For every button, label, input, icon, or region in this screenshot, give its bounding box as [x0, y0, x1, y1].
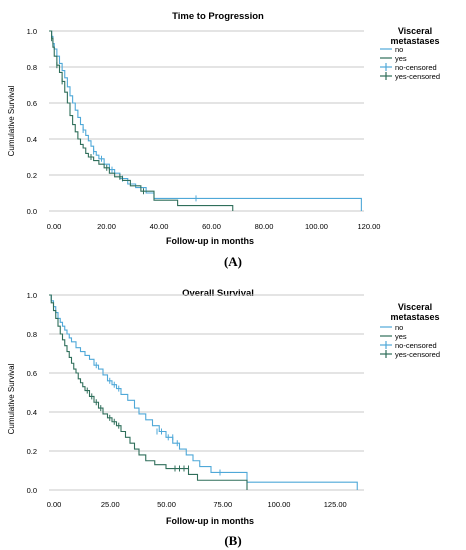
panel-caption-b: (B) [224, 533, 242, 548]
y-tick-label: 0.4 [27, 408, 37, 417]
y-tick-label: 0.8 [27, 330, 37, 339]
y-tick-label: 0.2 [27, 171, 37, 180]
legend-label-yes: yes [395, 54, 407, 63]
y-tick-label: 0.6 [27, 99, 37, 108]
km-curve-no [49, 294, 358, 490]
legend-label-yes: yes [395, 332, 407, 341]
x-tick-label: 80.00 [255, 222, 274, 231]
y-tick-label: 0.0 [27, 207, 37, 216]
legend-swatch-yes-censored [380, 350, 392, 358]
km-curve-yes [49, 294, 248, 490]
panel-a-chart: Time to Progression Visceral metastases … [7, 11, 440, 246]
km-curve-no [49, 30, 362, 211]
chart-title: Time to Progression [172, 11, 264, 22]
x-axis-label: Follow-up in months [166, 516, 254, 526]
chart-title: Overall Survival [182, 288, 254, 299]
legend-label-no-censored: no-censored [395, 341, 437, 350]
x-tick-label: 125.00 [324, 500, 347, 509]
x-axis-label: Follow-up in months [166, 236, 254, 246]
panel-b-chart: Overall Survival Visceral metastases no … [7, 288, 440, 526]
x-tick-label: 0.00 [47, 222, 62, 231]
legend-label-no-censored: no-censored [395, 63, 437, 72]
y-tick-label: 0.2 [27, 447, 37, 456]
legend-label-yes-censored: yes-censored [395, 72, 440, 81]
x-tick-label: 100.00 [268, 500, 291, 509]
legend-title-line2: metastases [390, 312, 439, 322]
y-axis-label: Cumulative Survival [7, 363, 16, 434]
x-tick-label: 25.00 [101, 500, 120, 509]
legend-title-line1: Visceral [398, 26, 432, 36]
x-tick-label: 75.00 [213, 500, 232, 509]
y-tick-label: 0.8 [27, 63, 37, 72]
y-tick-label: 0.6 [27, 369, 37, 378]
y-tick-label: 0.4 [27, 135, 37, 144]
x-tick-label: 20.00 [97, 222, 116, 231]
legend-title-line2: metastases [390, 36, 439, 46]
legend-label-no: no [395, 45, 403, 54]
legend: Visceral metastases no yes no-censored y… [380, 26, 440, 81]
legend-swatch-no-censored [380, 341, 392, 349]
x-tick-label: 50.00 [157, 500, 176, 509]
x-tick-label: 40.00 [150, 222, 169, 231]
x-tick-label: 0.00 [47, 500, 62, 509]
x-tick-label: 60.00 [202, 222, 221, 231]
y-axis-label: Cumulative Survival [7, 85, 16, 156]
legend-label-yes-censored: yes-censored [395, 350, 440, 359]
legend: Visceral metastases no yes no-censored y… [380, 302, 440, 359]
legend-swatch-no-censored [380, 63, 392, 71]
y-tick-label: 1.0 [27, 291, 37, 300]
x-tick-label: 120.00 [358, 222, 381, 231]
x-tick-label: 100.00 [305, 222, 328, 231]
y-tick-label: 1.0 [27, 27, 37, 36]
km-curve-yes [49, 30, 234, 211]
legend-title-line1: Visceral [398, 302, 432, 312]
legend-label-no: no [395, 323, 403, 332]
panel-caption-a: (A) [223, 254, 243, 269]
legend-swatch-yes-censored [380, 72, 392, 80]
y-tick-label: 0.0 [27, 486, 37, 495]
